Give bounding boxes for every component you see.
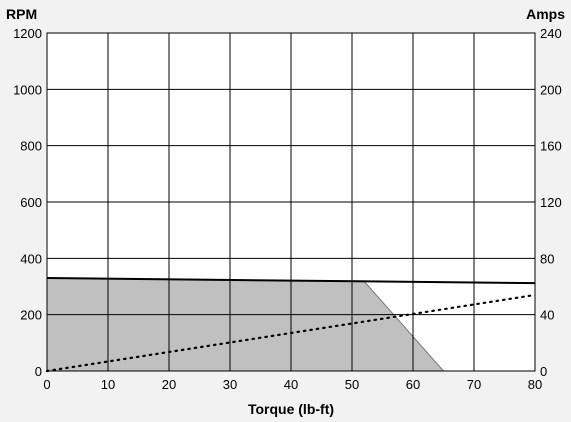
x-tick-label: 70 xyxy=(467,377,481,392)
plot-border xyxy=(46,32,536,372)
right-y-tick-label: 240 xyxy=(540,26,562,41)
left-y-tick-label: 600 xyxy=(20,195,42,210)
x-tick-labels: 0 10 20 30 40 50 60 70 80 xyxy=(43,377,542,392)
x-tick-label: 40 xyxy=(284,377,298,392)
left-y-tick-label: 200 xyxy=(20,308,42,323)
right-y-tick-labels: 0 40 80 120 160 200 240 xyxy=(540,26,562,379)
right-y-tick-label: 0 xyxy=(540,364,547,379)
left-y-tick-label: 1000 xyxy=(13,82,42,97)
left-axis-title: RPM xyxy=(6,6,37,22)
right-y-tick-label: 160 xyxy=(540,139,562,154)
left-y-tick-label: 800 xyxy=(20,139,42,154)
right-y-tick-label: 120 xyxy=(540,195,562,210)
left-y-tick-label: 1200 xyxy=(13,26,42,41)
x-tick-label: 10 xyxy=(101,377,115,392)
x-tick-label: 80 xyxy=(528,377,542,392)
x-tick-label: 60 xyxy=(406,377,420,392)
amps-series-line xyxy=(45,293,537,373)
x-tick-label: 30 xyxy=(223,377,237,392)
left-y-tick-label: 0 xyxy=(35,364,42,379)
x-tick-label: 0 xyxy=(43,377,50,392)
rpm-series-line xyxy=(46,277,536,285)
left-y-tick-label: 400 xyxy=(20,251,42,266)
right-y-tick-label: 80 xyxy=(540,251,554,266)
right-y-tick-label: 40 xyxy=(540,308,554,323)
x-axis-title: Torque (lb-ft) xyxy=(248,401,334,417)
x-tick-label: 50 xyxy=(345,377,359,392)
right-axis-title: Amps xyxy=(526,6,565,22)
left-y-tick-labels: 0 200 400 600 800 1000 1200 xyxy=(13,26,42,379)
right-y-tick-label: 200 xyxy=(540,82,562,97)
x-tick-label: 20 xyxy=(162,377,176,392)
